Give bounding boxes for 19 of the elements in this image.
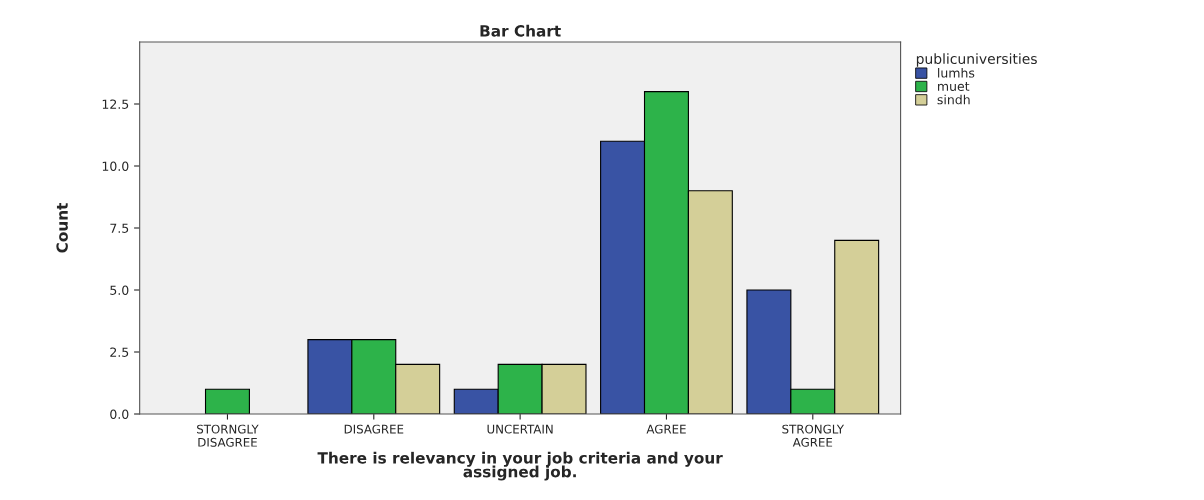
bar bbox=[204, 388, 250, 414]
y-tick-label: 2.5 bbox=[110, 347, 129, 357]
x-axis-title: There is relevancy in your job criteria and your assigned job. bbox=[317, 451, 723, 481]
x-tick-label: STRONGLY AGREE bbox=[782, 424, 845, 447]
y-tick-label: 5.0 bbox=[110, 285, 129, 295]
x-tick-label: DISAGREE bbox=[344, 424, 404, 434]
legend-label: muet bbox=[938, 82, 970, 91]
y-tick-label: 0.0 bbox=[110, 409, 129, 419]
legend-label: lumhs bbox=[938, 67, 975, 78]
y-axis-title: Count bbox=[56, 202, 68, 253]
x-tick-label: UNCERTAIN bbox=[487, 424, 553, 434]
y-tick-label: 10.0 bbox=[102, 161, 129, 171]
y-tick-label: 12.5 bbox=[102, 99, 129, 109]
x-tick-label: STORNGLY DISAGREE bbox=[197, 424, 259, 447]
legend-label: sindh bbox=[937, 94, 970, 105]
legend-title: publicuniversities bbox=[916, 53, 1037, 67]
x-tick-label: AGREE bbox=[646, 424, 686, 434]
y-tick-label: 7.5 bbox=[110, 223, 129, 233]
chart-title: Bar Chart bbox=[480, 24, 561, 37]
